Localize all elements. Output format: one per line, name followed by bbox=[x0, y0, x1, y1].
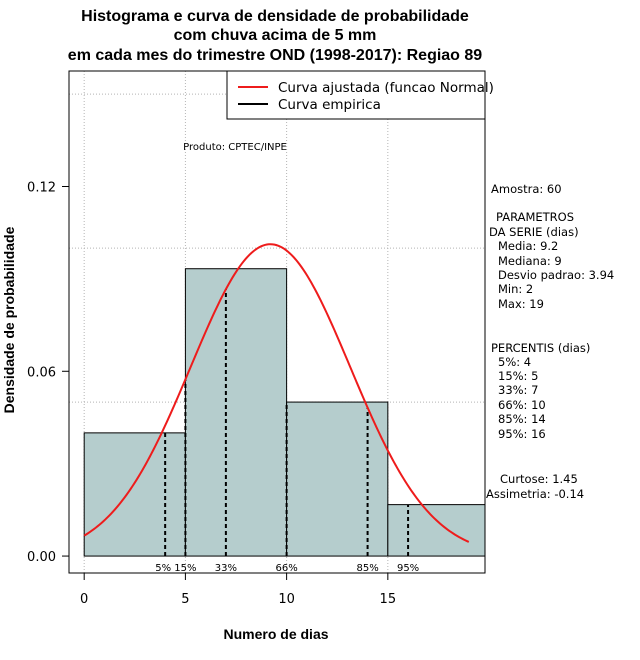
y-tick-label-1: 0.06 bbox=[27, 365, 56, 380]
stats-p85: 85%: 14 bbox=[498, 412, 546, 426]
stats-p66: 66%: 10 bbox=[498, 398, 546, 412]
normal-fit-curve bbox=[83, 243, 470, 543]
stats-min: Min: 2 bbox=[498, 282, 533, 296]
x-axis-label: Numero de dias bbox=[223, 626, 328, 642]
x-tick-label-0: 0 bbox=[80, 592, 88, 607]
histogram-bars bbox=[83, 268, 486, 557]
stats-p5: 5%: 4 bbox=[498, 355, 531, 369]
stats-curtose: Curtose: 1.45 bbox=[500, 472, 578, 486]
stats-percentis-title: PERCENTIS (dias) bbox=[491, 341, 590, 355]
stats-p95: 95%: 16 bbox=[498, 427, 546, 441]
stats-panel: Amostra: 60 PARAMETROS DA SERIE (dias) M… bbox=[486, 182, 614, 501]
x-tick-label-3: 15 bbox=[380, 592, 397, 607]
histogram-bar-0 bbox=[83, 432, 186, 557]
y-tick-label-0: 0.00 bbox=[27, 550, 56, 565]
percentile-label-0: 5% bbox=[155, 563, 171, 574]
x-tick-label-1: 5 bbox=[181, 592, 189, 607]
product-annotation: Produto: CPTEC/INPE bbox=[183, 142, 287, 153]
percentile-lines: 5% 15% 33% 66% 85% 95% bbox=[155, 289, 419, 574]
percentile-label-5: 95% bbox=[397, 563, 419, 574]
percentile-label-1: 15% bbox=[174, 563, 196, 574]
histogram-bar-3 bbox=[387, 504, 486, 557]
chart-title-line-3: em cada mes do trimestre OND (1998-2017)… bbox=[68, 47, 483, 64]
legend-label-empirical: Curva empirica bbox=[278, 97, 381, 113]
stats-media: Media: 9.2 bbox=[498, 239, 558, 253]
stats-p15: 15%: 5 bbox=[498, 369, 538, 383]
histogram-bar-2 bbox=[286, 401, 389, 557]
y-axis-label: Densidade de probabilidade bbox=[1, 226, 17, 413]
stats-max: Max: 19 bbox=[498, 297, 544, 311]
stats-param-title-2: DA SERIE (dias) bbox=[489, 225, 579, 239]
stats-amostra: Amostra: 60 bbox=[491, 182, 562, 196]
legend-box bbox=[226, 70, 486, 120]
y-tick-label-2: 0.12 bbox=[27, 180, 56, 195]
stats-assimetria: Assimetria: -0.14 bbox=[486, 487, 584, 501]
percentile-label-2: 33% bbox=[215, 563, 237, 574]
percentile-label-3: 66% bbox=[275, 563, 297, 574]
chart-title-line-1: Histograma e curva de densidade de proba… bbox=[81, 8, 469, 25]
stats-p33: 33%: 7 bbox=[498, 383, 538, 397]
chart-title-line-2: com chuva acima de 5 mm bbox=[174, 27, 377, 44]
percentile-label-4: 85% bbox=[356, 563, 378, 574]
legend: Curva ajustada (funcao Normal) Curva emp… bbox=[226, 70, 494, 120]
histogram-bar-1 bbox=[184, 268, 288, 557]
stats-mediana: Mediana: 9 bbox=[498, 254, 562, 268]
legend-label-normal: Curva ajustada (funcao Normal) bbox=[278, 80, 494, 96]
stats-desvio: Desvio padrao: 3.94 bbox=[498, 268, 614, 282]
normal-curve-layer bbox=[83, 243, 470, 543]
axes: 0 5 10 15 0.00 0.06 0.12 bbox=[27, 180, 396, 607]
x-tick-label-2: 10 bbox=[278, 592, 295, 607]
stats-param-title-1: PARAMETROS bbox=[496, 210, 574, 224]
